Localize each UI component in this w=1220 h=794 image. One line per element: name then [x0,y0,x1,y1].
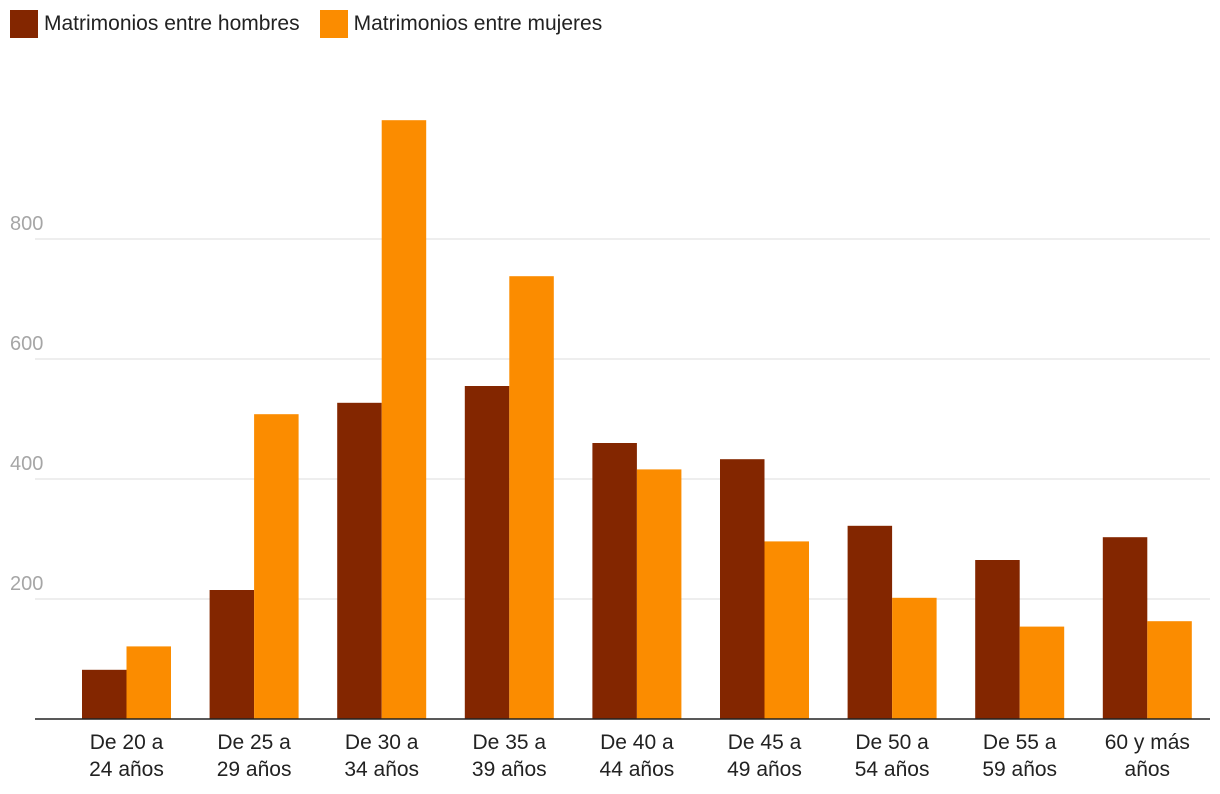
bar-hombres-3 [464,386,510,719]
x-tick-label-3-line-0: De 35 a [473,731,547,754]
y-tick-label-800: 800 [10,213,43,235]
bar-hombres-5 [720,459,765,719]
bar-hombres-0 [82,669,127,719]
bar-hombres-6 [847,525,893,719]
bar-mujeres-7 [1019,626,1065,719]
x-tick-label-3-line-1: 39 años [472,758,547,781]
legend-label-mujeres: Matrimonios entre mujeres [353,12,603,35]
legend-item-mujeres: Matrimonios entre mujeres [319,10,603,38]
bar-mujeres-1 [254,414,299,719]
y-tick-label-400: 400 [10,453,43,475]
bar-hombres-8 [1102,537,1148,719]
y-tick-label-200: 200 [10,573,43,595]
x-tick-label-7-line-0: De 55 a [983,731,1057,754]
legend-label-hombres: Matrimonios entre hombres [44,12,300,35]
y-tick-label-600: 600 [10,333,43,355]
bar-mujeres-6 [892,597,937,719]
x-tick-label-5-line-0: De 45 a [728,731,802,754]
bar-mujeres-3 [509,276,554,719]
bar-mujeres-5 [764,541,809,719]
x-tick-label-1-line-0: De 25 a [217,731,291,754]
x-tick-label-1-line-1: 29 años [217,758,292,781]
bar-hombres-7 [975,560,1020,719]
x-tick-label-6-line-0: De 50 a [855,731,929,754]
x-tick-label-6-line-1: 54 años [855,758,930,781]
legend-swatch-mujeres [319,10,348,38]
bar-mujeres-8 [1147,621,1192,719]
x-tick-label-0-line-0: De 20 a [90,731,164,754]
x-tick-label-2-line-0: De 30 a [345,731,419,754]
bar-hombres-1 [209,590,255,719]
bar-hombres-2 [337,402,382,719]
bar-mujeres-4 [636,469,682,719]
x-tick-label-7-line-1: 59 años [982,758,1057,781]
x-tick-label-0-line-1: 24 años [89,758,164,781]
bar-mujeres-0 [126,646,171,719]
x-tick-label-8-line-1: años [1125,758,1171,781]
legend-item-hombres: Matrimonios entre hombres [10,10,300,38]
legend-swatch-hombres [10,10,38,38]
x-tick-label-5-line-1: 49 años [727,758,802,781]
x-tick-label-8-line-0: 60 y más [1105,731,1190,754]
x-tick-label-4-line-1: 44 años [600,758,675,781]
x-tick-label-4-line-0: De 40 a [600,731,674,754]
bar-hombres-4 [592,443,637,719]
chart-legend: Matrimonios entre hombres Matrimonios en… [10,10,622,38]
bar-mujeres-2 [381,120,427,719]
x-tick-label-2-line-1: 34 años [344,758,419,781]
